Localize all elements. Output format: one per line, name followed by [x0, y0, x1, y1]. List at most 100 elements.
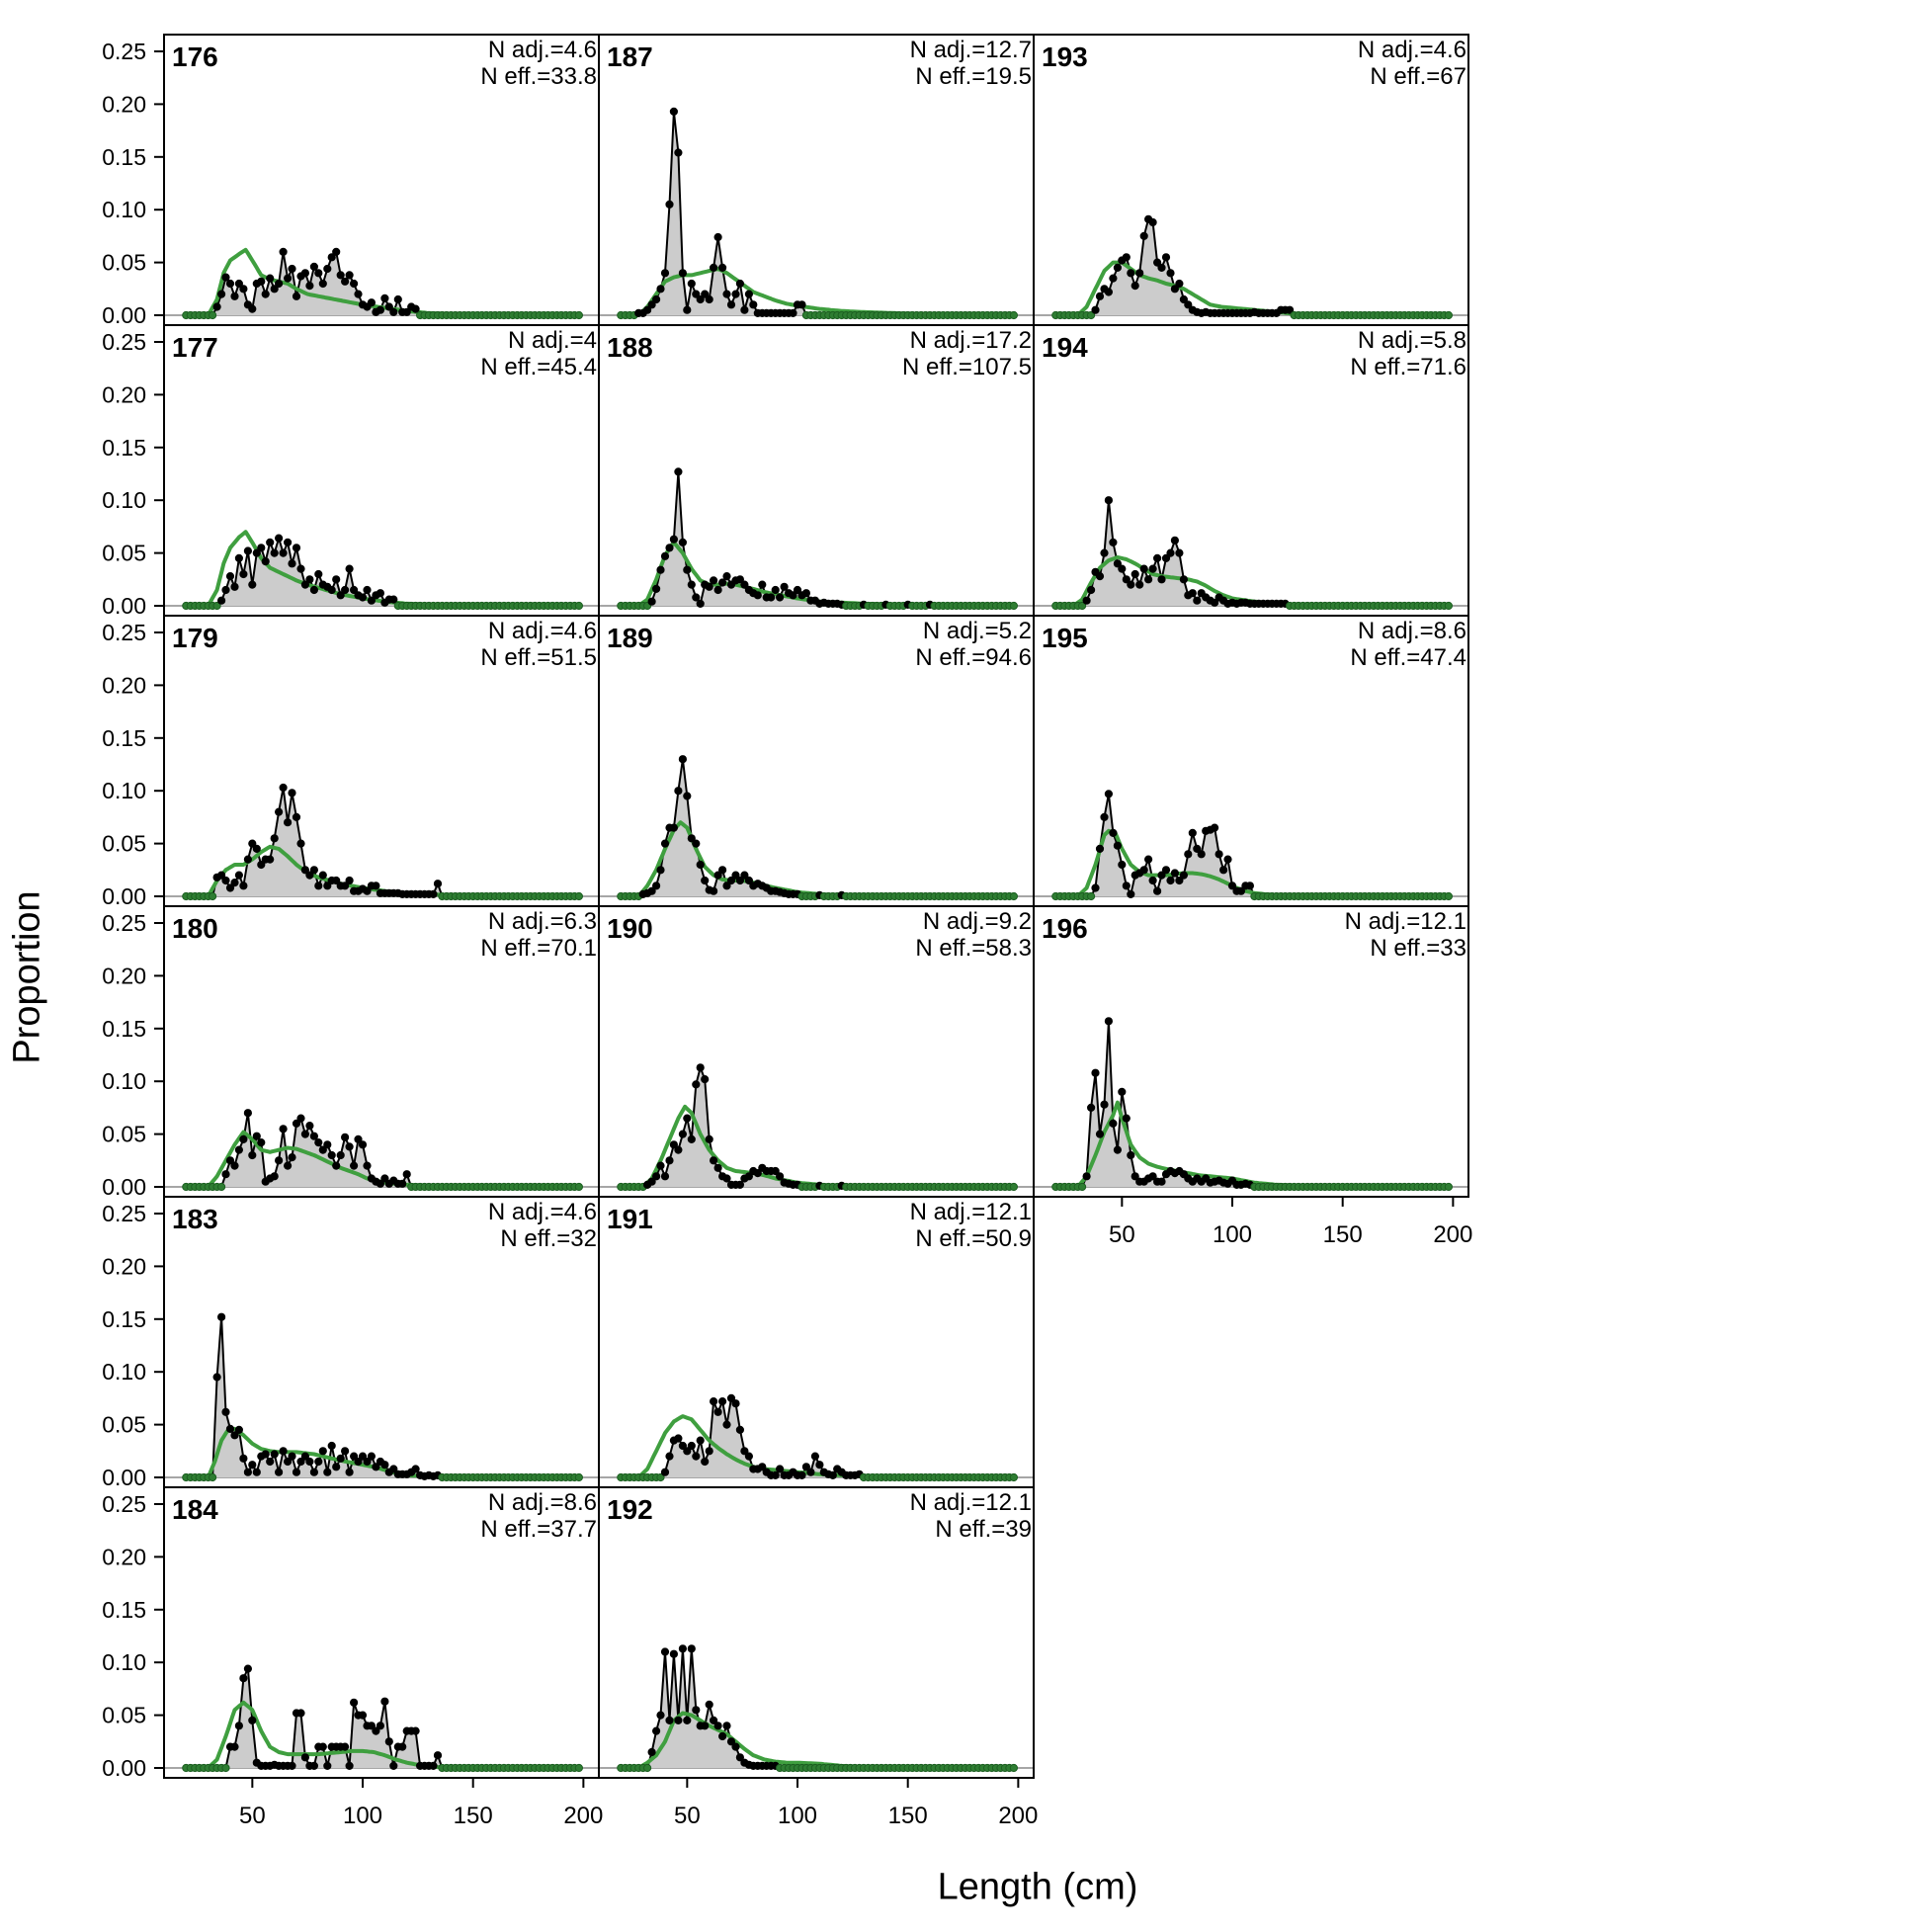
panel-label: 183 — [172, 1204, 218, 1234]
data-point — [1175, 279, 1184, 289]
data-point — [309, 262, 318, 271]
data-point — [234, 1145, 243, 1154]
data-point — [1166, 876, 1175, 885]
data-point — [722, 882, 731, 890]
data-point — [279, 783, 288, 793]
data-point — [656, 1711, 665, 1720]
n-adj-label: N adj.=4.6 — [488, 37, 597, 63]
data-point — [1009, 891, 1019, 901]
data-point — [411, 304, 420, 313]
data-point — [309, 866, 318, 875]
data-point — [722, 1420, 731, 1429]
data-point — [705, 1134, 713, 1144]
n-adj-label: N adj.=5.2 — [923, 618, 1032, 644]
data-point — [1122, 575, 1131, 584]
data-point — [687, 1134, 696, 1144]
data-point — [332, 876, 341, 885]
y-tick-label: 0.00 — [102, 883, 146, 909]
panel-189: 189 N adj.=5.2N eff.=94.6 — [598, 615, 1035, 907]
data-point — [225, 883, 235, 892]
panel-label: 196 — [1042, 913, 1088, 944]
data-point — [1444, 601, 1454, 611]
observed-area — [621, 471, 1014, 606]
data-point — [1122, 253, 1131, 262]
data-point — [1009, 1763, 1019, 1773]
data-point — [652, 294, 661, 304]
y-tick-label: 0.20 — [102, 381, 146, 407]
data-point — [793, 585, 802, 595]
data-point — [669, 107, 679, 117]
data-point — [656, 1472, 665, 1482]
data-point — [314, 882, 323, 890]
data-point — [209, 310, 217, 320]
data-point — [692, 839, 701, 848]
data-point — [701, 1722, 710, 1730]
data-point — [1223, 855, 1232, 864]
data-point — [674, 467, 683, 476]
data-point — [261, 1450, 270, 1459]
data-point — [643, 305, 652, 314]
data-point — [1009, 1182, 1019, 1192]
data-point — [1135, 580, 1144, 589]
data-point — [710, 886, 718, 895]
data-point — [713, 232, 722, 242]
data-point — [1109, 538, 1118, 547]
n-eff-label: N eff.=94.6 — [915, 644, 1032, 671]
data-point — [225, 1424, 235, 1434]
data-point — [248, 304, 257, 313]
observed-line — [186, 1316, 579, 1478]
data-point — [710, 1716, 718, 1725]
data-point — [740, 305, 749, 314]
data-point — [776, 593, 785, 602]
panel-179: 179 N adj.=4.6N eff.=51.5 0.00 0.05 0.10 0.15… — [102, 615, 600, 909]
data-point — [433, 1751, 443, 1760]
data-point — [1082, 596, 1091, 605]
data-point — [660, 551, 670, 560]
n-eff-label: N eff.=47.4 — [1350, 644, 1466, 671]
data-point — [279, 548, 288, 557]
x-tick-label: 200 — [1433, 1221, 1472, 1248]
data-point — [261, 557, 270, 566]
data-point — [1113, 841, 1123, 850]
data-point — [296, 839, 305, 848]
n-eff-label: N eff.=107.5 — [902, 354, 1032, 380]
data-point — [1161, 253, 1171, 262]
n-eff-label: N eff.=33.8 — [480, 63, 597, 90]
panel-label: 177 — [172, 332, 218, 363]
data-point — [815, 1461, 824, 1470]
data-point — [266, 855, 275, 864]
y-tick-label: 0.20 — [102, 1544, 146, 1569]
data-point — [1009, 1472, 1019, 1482]
data-point — [305, 575, 314, 584]
data-point — [217, 871, 226, 880]
panel-193: 193 N adj.=4.6N eff.=67 — [1033, 34, 1469, 326]
data-point — [327, 1441, 336, 1451]
data-point — [296, 564, 305, 573]
data-point — [350, 1452, 359, 1461]
data-point — [284, 818, 293, 827]
data-point — [292, 1468, 301, 1476]
data-point — [1139, 231, 1148, 240]
y-tick-label: 0.00 — [102, 302, 146, 328]
data-point — [705, 582, 713, 591]
data-point — [292, 544, 301, 552]
data-point — [332, 575, 341, 584]
data-point — [1118, 860, 1127, 870]
data-point — [806, 1468, 815, 1476]
data-point — [1118, 1087, 1127, 1097]
data-point — [1444, 310, 1454, 320]
panel-196: 196 N adj.=12.1N eff.=33 50 100 150 200 — [1033, 905, 1472, 1248]
observed-area — [186, 1316, 579, 1477]
data-point — [261, 290, 270, 298]
data-point — [239, 285, 248, 294]
data-point — [363, 886, 372, 895]
data-point — [674, 148, 683, 157]
y-tick-label: 0.05 — [102, 1122, 146, 1147]
n-adj-label: N adj.=12.1 — [910, 1489, 1032, 1516]
data-point — [354, 1457, 363, 1467]
data-point — [1095, 292, 1105, 300]
data-point — [1131, 569, 1139, 579]
data-point — [389, 1465, 398, 1473]
data-point — [718, 1731, 727, 1741]
data-point — [380, 1461, 389, 1470]
